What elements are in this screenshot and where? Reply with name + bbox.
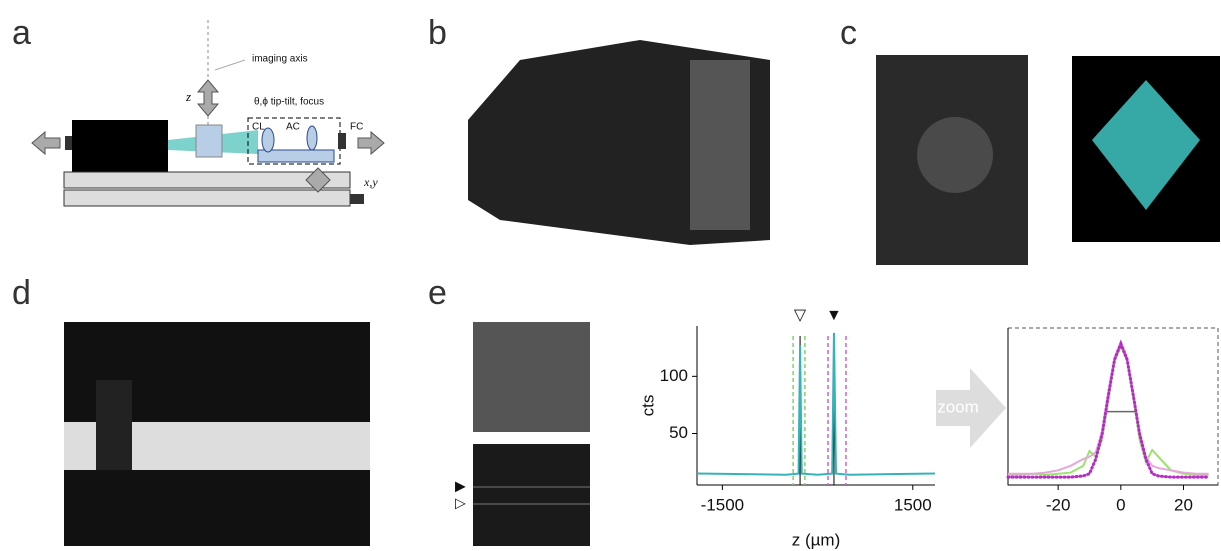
rail <box>64 190 350 206</box>
data-line <box>1008 342 1209 474</box>
frame <box>1008 328 1218 485</box>
data-line <box>697 333 935 475</box>
knob <box>350 194 364 204</box>
connector <box>338 133 346 149</box>
x-tick-label: -20 <box>1046 495 1071 514</box>
zoom-label: zoom <box>937 397 979 416</box>
x-axis-label: z (µm) <box>792 530 841 549</box>
x-tick-label: 1500 <box>894 495 932 514</box>
arrow <box>198 80 218 116</box>
label: x,y <box>363 175 378 189</box>
label: θ,ϕ tip-tilt, focus <box>254 97 324 108</box>
lens <box>307 126 317 150</box>
x-tick-label: -1500 <box>701 495 744 514</box>
panel-label: e <box>428 274 447 312</box>
data-line <box>1008 346 1209 475</box>
data-line <box>1008 344 1209 477</box>
y-tick-label: 50 <box>669 423 688 442</box>
label: z <box>185 89 191 104</box>
x-tick-label: 20 <box>1174 495 1193 514</box>
marker: ▼ <box>826 307 842 324</box>
label: imaging axis <box>252 54 308 65</box>
photo <box>64 40 1220 546</box>
x-tick-label: 0 <box>1116 495 1125 514</box>
block <box>72 120 168 172</box>
figure: a b c d e imaging axis z θ,ϕ tip-tilt, f… <box>0 0 1221 551</box>
y-axis-label: cts <box>638 395 657 417</box>
arrow <box>32 132 60 154</box>
label: AC <box>286 122 300 133</box>
image-marker: ▶ <box>455 478 466 494</box>
panel-label: c <box>840 14 857 52</box>
y-tick-label: 100 <box>660 366 688 385</box>
panel-label: b <box>428 14 447 52</box>
schematic: imaging axis z θ,ϕ tip-tilt, focus CL AC… <box>32 20 384 206</box>
marker: ▽ <box>794 307 807 324</box>
image-marker: ▷ <box>455 495 466 511</box>
knob <box>65 136 72 150</box>
panel-label: d <box>12 274 31 312</box>
leader <box>215 60 245 70</box>
panel-label: a <box>12 14 31 52</box>
arrow <box>358 132 384 154</box>
cuvette <box>196 125 222 157</box>
label: CL <box>252 122 265 133</box>
label: FC <box>350 122 363 133</box>
